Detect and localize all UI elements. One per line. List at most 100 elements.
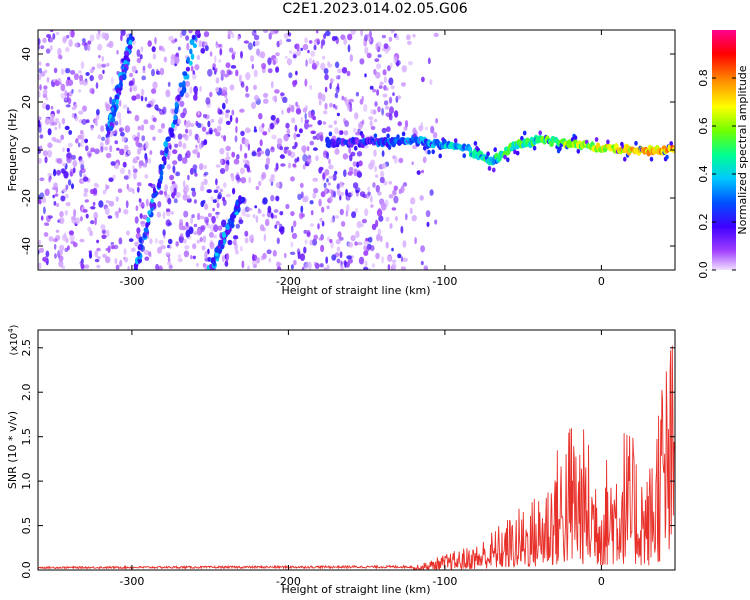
- heatmap-noise-cell: [383, 100, 389, 106]
- heatmap-noise-cell: [259, 139, 263, 147]
- heatmap-noise-cell: [381, 127, 387, 134]
- heatmap-noise-cell: [163, 190, 167, 196]
- heatmap-noise-cell: [123, 175, 129, 180]
- heatmap-noise-cell: [378, 215, 384, 222]
- heatmap-noise-cell: [177, 118, 182, 125]
- heatmap-noise-cell: [359, 58, 365, 65]
- heatmap-noise-cell: [272, 59, 277, 66]
- heatmap-noise-cell: [232, 235, 239, 240]
- heatmap-noise-cell: [59, 211, 64, 218]
- heatmap-noise-cell: [83, 176, 89, 182]
- heatmap-noise-cell: [215, 87, 220, 93]
- heatmap-noise-cell: [105, 256, 111, 264]
- heatmap-noise-cell: [308, 40, 313, 44]
- heatmap-noise-cell: [336, 258, 341, 264]
- heatmap-noise-cell: [219, 188, 224, 193]
- heatmap-noise-cell: [204, 171, 209, 176]
- heatmap-noise-cell: [124, 257, 129, 263]
- heatmap-noise-cell: [72, 242, 78, 248]
- heatmap-noise-cell: [100, 224, 106, 230]
- heatmap-noise-cell: [387, 255, 392, 261]
- heatmap-noise-cell: [294, 158, 298, 164]
- heatmap-streak-cell: [182, 71, 188, 77]
- heatmap-noise-cell: [61, 117, 66, 125]
- heatmap-streak-cell: [159, 174, 164, 181]
- heatmap-noise-cell: [385, 106, 389, 110]
- heatmap-noise-cell: [199, 236, 203, 243]
- heatmap-noise-cell: [366, 246, 370, 252]
- heatmap-noise-cell: [334, 148, 340, 155]
- heatmap-noise-cell: [220, 69, 225, 77]
- heatmap-noise-cell: [50, 113, 55, 118]
- heatmap-noise-cell: [211, 215, 216, 224]
- heatmap-noise-cell: [293, 132, 297, 140]
- heatmap-noise-cell: [83, 188, 89, 193]
- heatmap-noise-cell: [90, 147, 95, 153]
- heatmap-noise-cell: [177, 254, 182, 259]
- heatmap-noise-cell: [231, 109, 235, 116]
- heatmap-noise-cell: [308, 124, 313, 128]
- heatmap-noise-cell: [251, 151, 257, 157]
- heatmap-noise-cell: [53, 168, 57, 177]
- heatmap-noise-cell: [302, 107, 307, 113]
- heatmap-noise-cell: [232, 187, 236, 195]
- heatmap-noise-cell: [137, 125, 141, 131]
- heatmap-noise-cell: [134, 216, 139, 224]
- heatmap-noise-cell: [45, 62, 50, 67]
- heatmap-noise-cell: [64, 247, 69, 253]
- heatmap-noise-cell: [277, 138, 283, 145]
- heatmap-noise-cell: [332, 173, 337, 181]
- heatmap-noise-cell: [255, 186, 260, 190]
- heatmap-noise-cell: [137, 148, 141, 155]
- heatmap-noise-cell: [379, 176, 385, 184]
- heatmap-trace-cell: [594, 137, 599, 142]
- heatmap-noise-cell: [144, 174, 149, 179]
- heatmap-noise-cell: [320, 191, 326, 198]
- heatmap-noise-cell: [124, 125, 131, 133]
- heatmap-noise-cell: [432, 131, 438, 139]
- heatmap-noise-cell: [268, 32, 272, 40]
- heatmap-noise-cell: [312, 177, 319, 182]
- heatmap-noise-cell: [205, 131, 210, 135]
- heatmap-noise-cell: [132, 168, 138, 173]
- heatmap-noise-cell: [320, 62, 326, 71]
- heatmap-noise-cell: [309, 200, 314, 205]
- heatmap-noise-cell: [68, 230, 74, 236]
- heatmap-noise-cell: [313, 44, 317, 51]
- heatmap-noise-cell: [385, 87, 389, 91]
- heatmap-noise-cell: [343, 130, 349, 136]
- heatmap-noise-cell: [377, 106, 381, 113]
- heatmap-trace-cell: [453, 138, 458, 144]
- heatmap-streak-cell: [111, 111, 116, 118]
- heatmap-noise-cell: [81, 118, 87, 125]
- heatmap-noise-cell: [194, 91, 198, 96]
- heatmap-noise-cell: [339, 195, 342, 201]
- heatmap-noise-cell: [346, 103, 351, 111]
- heatmap-noise-cell: [184, 245, 190, 250]
- heatmap-noise-cell: [118, 117, 122, 126]
- heatmap-noise-cell: [227, 30, 232, 36]
- heatmap-noise-cell: [208, 212, 212, 218]
- heatmap-noise-cell: [85, 72, 90, 76]
- heatmap-noise-cell: [93, 211, 99, 220]
- heatmap-noise-cell: [198, 163, 204, 171]
- heatmap-noise-cell: [406, 34, 411, 41]
- heatmap-noise-cell: [381, 150, 385, 157]
- heatmap-noise-cell: [100, 125, 105, 132]
- heatmap-noise-cell: [337, 68, 343, 74]
- heatmap-noise-cell: [267, 57, 272, 66]
- heatmap-noise-cell: [79, 74, 83, 82]
- heatmap-noise-cell: [376, 208, 383, 217]
- heatmap-noise-cell: [130, 247, 136, 253]
- heatmap-noise-cell: [371, 263, 376, 268]
- heatmap-noise-cell: [58, 255, 64, 262]
- heatmap-noise-cell: [42, 89, 48, 95]
- heatmap-streak-cell: [163, 140, 168, 148]
- heatmap-noise-cell: [327, 63, 333, 68]
- heatmap-noise-cell: [56, 109, 61, 114]
- heatmap-noise-cell: [184, 80, 191, 87]
- heatmap-trace-cell: [467, 146, 473, 152]
- heatmap-noise-cell: [175, 171, 181, 177]
- heatmap-noise-cell: [304, 121, 309, 130]
- heatmap-streak-cell: [146, 217, 151, 223]
